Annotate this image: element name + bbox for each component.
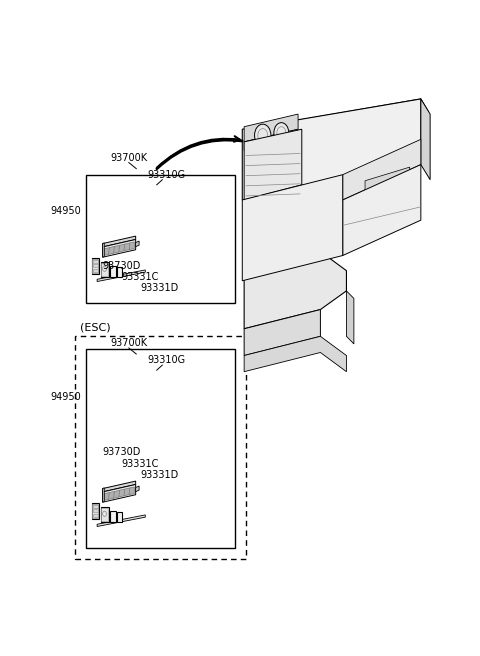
Polygon shape [343,165,421,255]
Polygon shape [244,337,347,372]
Polygon shape [104,487,134,501]
FancyBboxPatch shape [93,260,98,262]
Text: 94950: 94950 [51,206,82,216]
Text: 94950: 94950 [51,392,82,402]
FancyBboxPatch shape [109,266,116,277]
Polygon shape [244,310,321,356]
Polygon shape [97,270,145,281]
Circle shape [254,124,271,146]
Polygon shape [244,129,298,150]
Polygon shape [244,251,347,329]
Polygon shape [103,239,136,257]
Polygon shape [136,486,139,491]
Polygon shape [365,167,410,192]
Text: (ESC): (ESC) [80,323,110,333]
FancyBboxPatch shape [117,268,121,277]
Text: 93331D: 93331D [140,283,178,293]
Polygon shape [103,488,104,502]
Polygon shape [104,242,134,255]
FancyBboxPatch shape [109,511,116,522]
Text: 93310G: 93310G [147,170,185,180]
Text: 93700K: 93700K [110,153,147,163]
FancyBboxPatch shape [93,504,98,518]
FancyBboxPatch shape [86,174,235,304]
FancyBboxPatch shape [93,260,98,273]
Text: 93331C: 93331C [121,459,159,468]
FancyBboxPatch shape [101,262,108,277]
FancyBboxPatch shape [117,512,121,522]
FancyBboxPatch shape [101,507,108,522]
Polygon shape [421,99,430,180]
FancyBboxPatch shape [92,258,99,274]
FancyBboxPatch shape [93,268,98,272]
FancyBboxPatch shape [101,508,108,521]
Polygon shape [242,174,343,281]
FancyBboxPatch shape [93,504,98,508]
Circle shape [274,123,289,143]
Polygon shape [347,291,354,344]
FancyBboxPatch shape [101,264,108,276]
FancyBboxPatch shape [86,349,235,548]
Polygon shape [136,241,139,247]
Polygon shape [244,114,298,142]
FancyBboxPatch shape [92,503,99,519]
Polygon shape [246,99,428,142]
Text: 93730D: 93730D [103,260,141,270]
Polygon shape [343,139,421,200]
FancyBboxPatch shape [93,514,98,517]
FancyBboxPatch shape [93,509,98,512]
Text: 93331D: 93331D [140,470,178,480]
Text: 93730D: 93730D [103,447,141,457]
Polygon shape [97,515,145,527]
Polygon shape [242,99,421,200]
Text: 93700K: 93700K [110,338,147,348]
Polygon shape [103,243,104,257]
Polygon shape [103,481,136,492]
Polygon shape [244,129,302,200]
Polygon shape [103,236,136,247]
FancyBboxPatch shape [93,264,98,267]
Polygon shape [103,485,136,502]
Text: 93331C: 93331C [121,272,159,281]
Text: 93310G: 93310G [147,355,185,365]
